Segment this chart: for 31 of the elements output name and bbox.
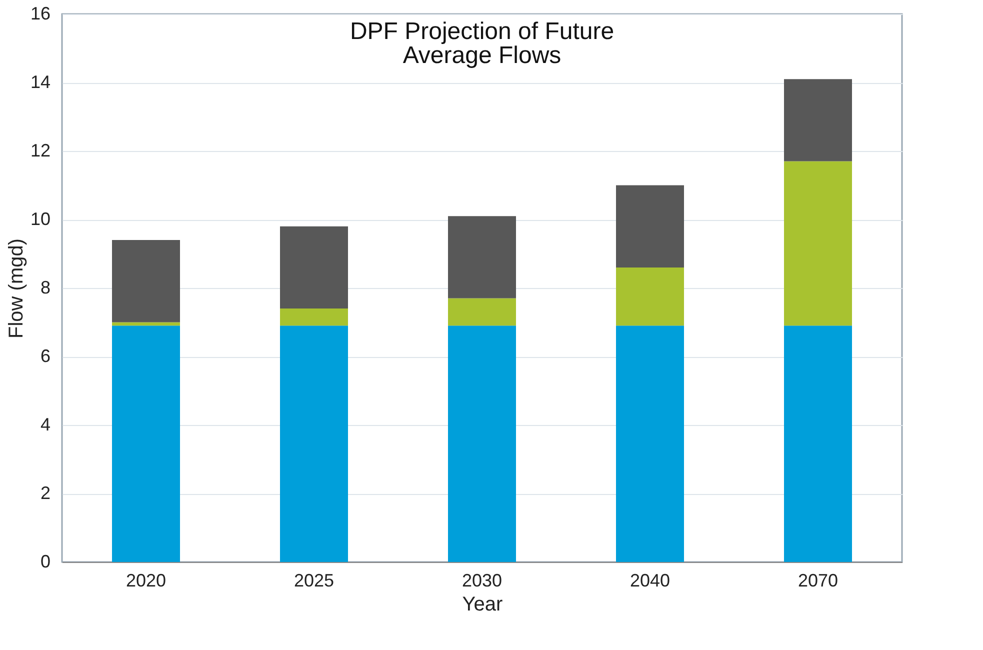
x-tick-label: 2025 [294, 570, 334, 590]
y-tick-label: 16 [30, 4, 50, 24]
x-tick-label: 2030 [462, 570, 502, 590]
y-tick-label: 14 [30, 72, 50, 92]
bar [280, 326, 348, 562]
y-tick-label: 0 [40, 552, 50, 572]
bar [448, 326, 516, 562]
x-tick-label: 2070 [798, 570, 838, 590]
y-tick-label: 10 [30, 209, 50, 229]
x-tick-label: 2020 [126, 570, 166, 590]
y-tick-label: 8 [40, 278, 50, 298]
y-tick-label: 6 [40, 346, 50, 366]
bar [616, 326, 684, 562]
y-tick-label: 2 [40, 483, 50, 503]
bar [784, 326, 852, 562]
x-axis-title: Year [462, 594, 504, 616]
y-tick-label: 4 [40, 414, 50, 434]
bar [112, 326, 180, 562]
y-axis-title: Flow (mgd) [5, 238, 28, 339]
bar [112, 240, 180, 322]
bar [280, 308, 348, 326]
bar [784, 79, 852, 162]
x-tick-label: 2040 [630, 570, 670, 590]
bar [616, 267, 684, 326]
bar [616, 185, 684, 268]
bar [280, 226, 348, 309]
bar [784, 161, 852, 326]
text: DPF Projection of Future Average Flows [350, 18, 614, 69]
bar [448, 216, 516, 298]
bar [448, 298, 516, 326]
y-tick-label: 12 [30, 140, 50, 160]
